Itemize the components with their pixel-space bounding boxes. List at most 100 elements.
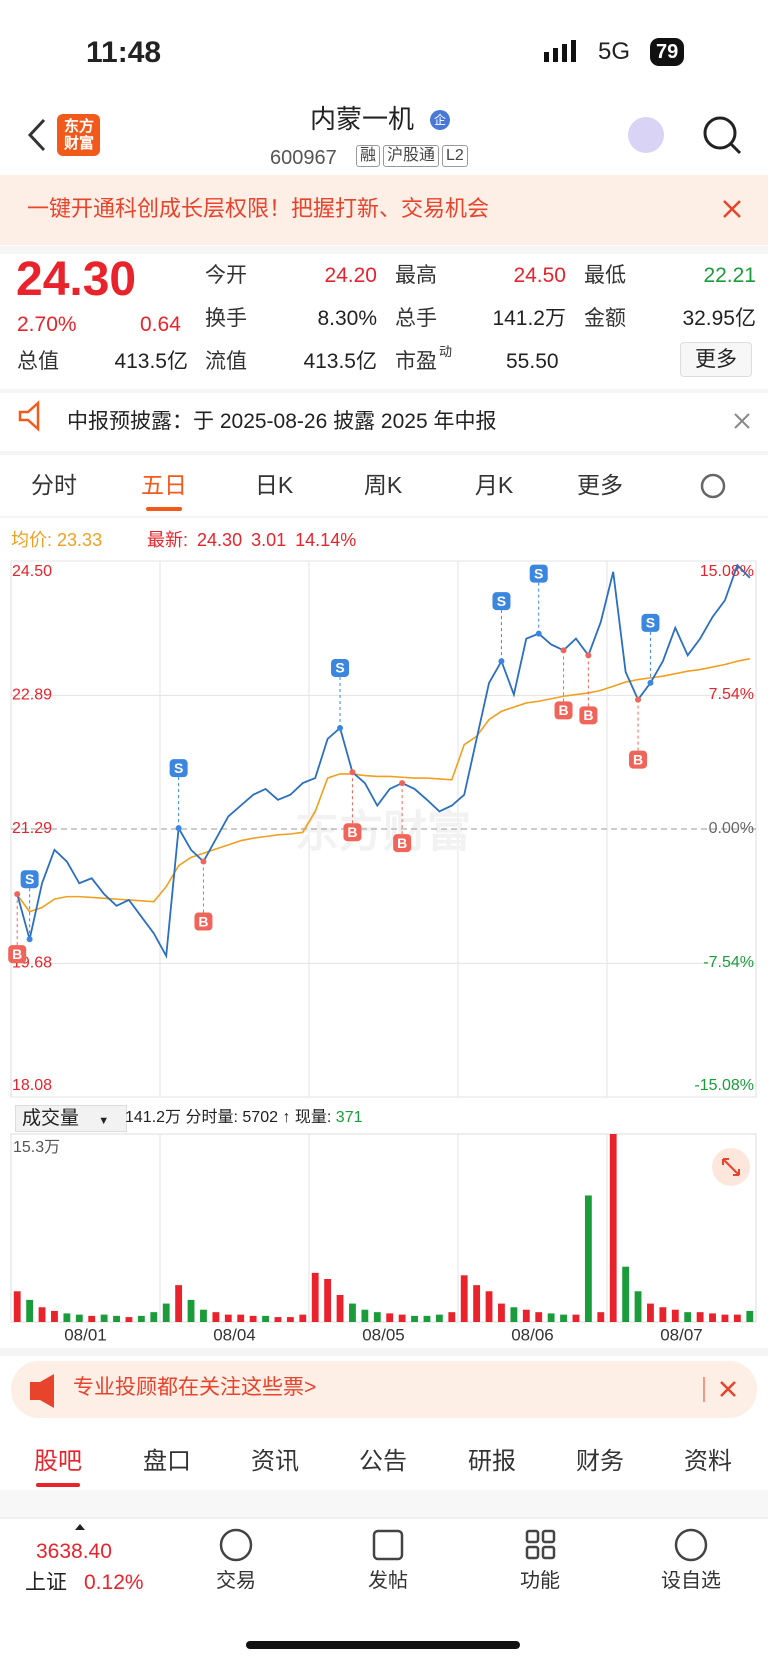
settings-icon[interactable] [700,473,726,499]
avg-label-text: 均价: [11,530,53,550]
volume-bar [113,1315,120,1322]
tab[interactable]: 五日 [141,472,187,498]
action[interactable]: 功能 [520,1570,560,1592]
trade-label: B [558,702,568,718]
field-label: 总值 [17,350,59,373]
trade-dot [337,724,344,731]
field-value: 24.50 [513,264,566,287]
y-tick-label: 18.08 [12,1077,52,1094]
tab-underline [146,507,182,511]
volume-frame [10,1133,757,1323]
trade-label: S [497,593,506,609]
volume-bar [100,1314,108,1322]
volume-info: 141.2万 分时量: 5702 ↑ 现量: 371 [125,1109,363,1126]
action[interactable]: 发帖 [368,1570,408,1592]
bottom-tab[interactable]: 盘口 [143,1448,191,1475]
search-icon[interactable] [703,116,737,150]
volume-bar [733,1314,741,1322]
volume-bar [224,1314,232,1322]
notice-text[interactable]: 中报预披露：于 2025-08-26 披露 2025 年中报 [67,410,497,433]
index-name: 上证 [25,1571,67,1594]
bottom-tab[interactable]: 研报 [468,1448,516,1475]
trade-badge [641,613,660,632]
more-button[interactable]: 更多 [680,342,752,377]
action[interactable]: 设自选 [661,1570,721,1592]
trade-badge [8,945,27,964]
now-label: 现量: [294,1109,332,1126]
trade-icon[interactable] [219,1528,253,1562]
bottom-tab[interactable]: 资料 [684,1448,732,1475]
volume-selector[interactable]: 成交量 ▼ [15,1105,127,1132]
volume-bar [361,1309,369,1322]
robot-icon[interactable] [628,117,664,153]
trade-label: B [583,707,593,723]
trade-label: S [646,615,655,631]
trade-label: B [12,946,22,962]
tab[interactable]: 周K [363,472,403,498]
function-icon[interactable] [525,1529,556,1560]
field-sup: 动 [439,344,453,359]
tab[interactable]: 更多 [577,472,623,498]
detail-label: 分时量: [185,1109,238,1126]
back-icon[interactable] [27,118,46,152]
x-tick-label: 08/01 [64,1325,107,1344]
post-icon[interactable] [372,1529,404,1561]
volume-bar [411,1315,418,1322]
field-value: 32.95亿 [682,307,756,330]
trade-label: B [397,835,407,851]
tab[interactable]: 分时 [31,472,77,498]
tags: 融沪股通 L2 [356,145,468,167]
detail-value: 5702 [242,1109,278,1126]
volume-bar [38,1307,46,1322]
banner-text[interactable]: 一键开通科创成长层权限！把握打新、交易机会 [27,196,490,221]
volume-bar [311,1272,319,1322]
volume-bar [721,1314,729,1322]
volume-bar [746,1310,754,1322]
volume-bar [622,1266,630,1322]
trade-badge [492,592,511,611]
bottom-tab[interactable]: 财务 [576,1448,624,1475]
volume-bar [237,1314,245,1322]
battery: 79 [650,38,685,66]
trade-dot [200,858,207,865]
ad-text[interactable]: 专业投顾都在关注这些票> [73,1376,317,1399]
volume-bar [187,1299,195,1322]
index-pct: 0.12% [84,1571,144,1594]
tab[interactable]: 月K [474,472,514,498]
close-icon[interactable] [720,1381,736,1397]
avg-label: 均价: 23.33 [11,531,102,549]
volume-bar [572,1314,580,1322]
volume-bar [709,1313,716,1322]
field-label: 换手 [205,307,247,330]
volume-bar [63,1313,71,1322]
volume-bar [88,1315,96,1322]
volume-bar [522,1309,530,1322]
bottom-tab[interactable]: 资讯 [251,1448,299,1475]
field-label: 今开 [205,264,247,287]
last-value: 24.30 [197,530,243,550]
volume-bar [597,1312,605,1322]
trade-dot [647,679,654,686]
field-value: 55.50 [506,350,559,373]
watchlist-icon[interactable] [674,1528,708,1562]
volume-bar [535,1312,543,1322]
stock-code: 600967 [270,147,337,169]
close-icon[interactable] [734,413,750,429]
bottom-tab[interactable]: 公告 [359,1448,407,1475]
now-value: 371 [335,1109,363,1126]
trade-label: S [25,871,34,887]
trade-dot [399,780,406,787]
volume-bar [212,1312,220,1322]
field-value: 413.5亿 [114,350,188,373]
bottom-tab[interactable]: 股吧 [34,1448,82,1475]
y2-tick-label: -7.54% [703,954,754,971]
y2-tick-label: -15.08% [694,1077,754,1094]
tag: 融 [356,145,381,167]
ad-bg [11,1361,757,1418]
close-icon[interactable] [723,200,741,218]
field-label: 流值 [205,350,247,373]
volume-bar [51,1310,58,1322]
tab[interactable]: 日K [254,472,294,498]
trade-badge [529,564,548,583]
action[interactable]: 交易 [216,1570,256,1592]
